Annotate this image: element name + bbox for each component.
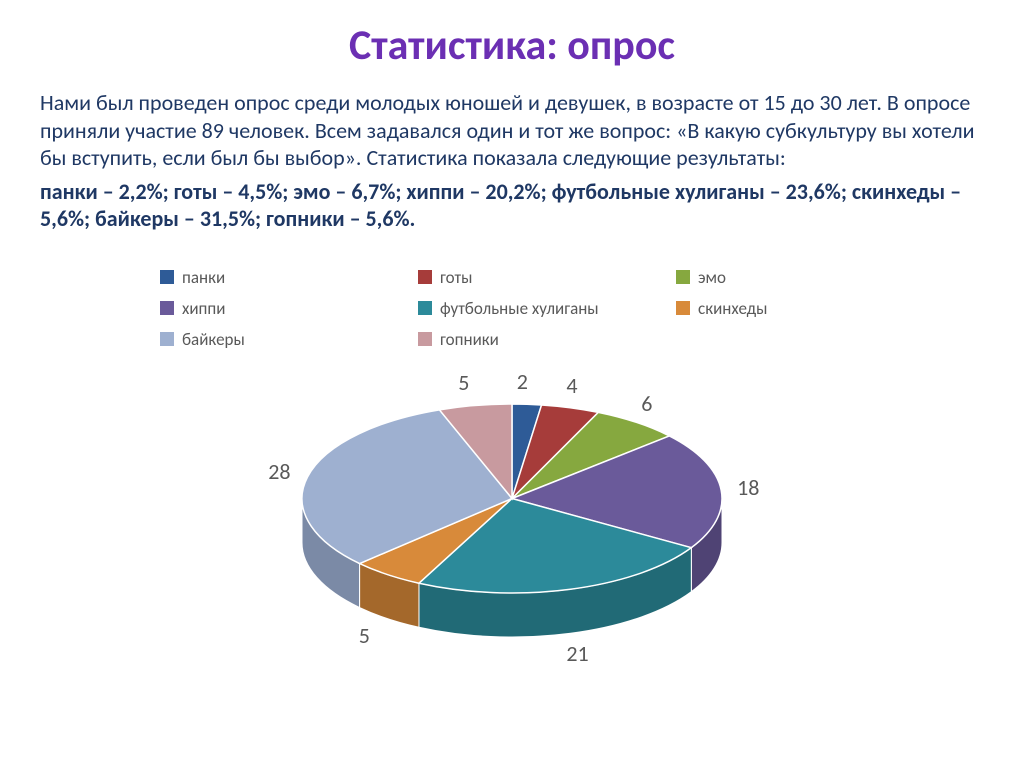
legend-label: байкеры bbox=[182, 329, 245, 350]
legend-swatch bbox=[676, 301, 690, 315]
legend-swatch bbox=[160, 301, 174, 315]
page-title: Статистика: опрос bbox=[40, 20, 984, 71]
legend-label: готы bbox=[440, 267, 472, 288]
legend-swatch bbox=[418, 270, 432, 284]
chart-legend: панки готы эмо хиппи футбольные хулиганы скин… bbox=[160, 267, 924, 350]
pie-data-label: 5 bbox=[458, 369, 469, 396]
legend-item: готы bbox=[418, 267, 666, 288]
legend-item: футбольные хулиганы bbox=[418, 298, 666, 319]
legend-item: байкеры bbox=[160, 329, 408, 350]
pie-data-label: 18 bbox=[737, 474, 759, 501]
pie-data-label: 5 bbox=[359, 622, 370, 649]
pie-chart: 2 4 6 18 21 5 28 5 bbox=[40, 364, 984, 674]
legend-item: хиппи bbox=[160, 298, 408, 319]
legend-swatch bbox=[676, 270, 690, 284]
legend-label: панки bbox=[182, 267, 225, 288]
legend-label: гопники bbox=[440, 329, 499, 350]
slide: Статистика: опрос Нами был проведен опро… bbox=[0, 0, 1024, 767]
pie-data-label: 28 bbox=[268, 458, 290, 485]
legend-swatch bbox=[418, 301, 432, 315]
legend-item: эмо bbox=[676, 267, 924, 288]
legend-label: скинхеды bbox=[698, 298, 768, 319]
pie-svg bbox=[202, 364, 822, 717]
intro-paragraph: Нами был проведен опрос среди молодых юн… bbox=[40, 89, 984, 172]
legend-label: футбольные хулиганы bbox=[440, 298, 599, 319]
results-line: панки – 2,2%; готы – 4,5%; эмо – 6,7%; х… bbox=[40, 178, 984, 233]
pie-data-label: 6 bbox=[641, 390, 652, 417]
pie-data-label: 21 bbox=[566, 640, 588, 667]
legend-swatch bbox=[418, 332, 432, 346]
legend-swatch bbox=[160, 270, 174, 284]
legend-item: гопники bbox=[418, 329, 666, 350]
legend-item: панки bbox=[160, 267, 408, 288]
pie-data-label: 4 bbox=[566, 372, 577, 399]
legend-item: скинхеды bbox=[676, 298, 924, 319]
legend-swatch bbox=[160, 332, 174, 346]
legend-label: хиппи bbox=[182, 298, 225, 319]
pie-data-label: 2 bbox=[517, 368, 528, 395]
legend-label: эмо bbox=[698, 267, 726, 288]
